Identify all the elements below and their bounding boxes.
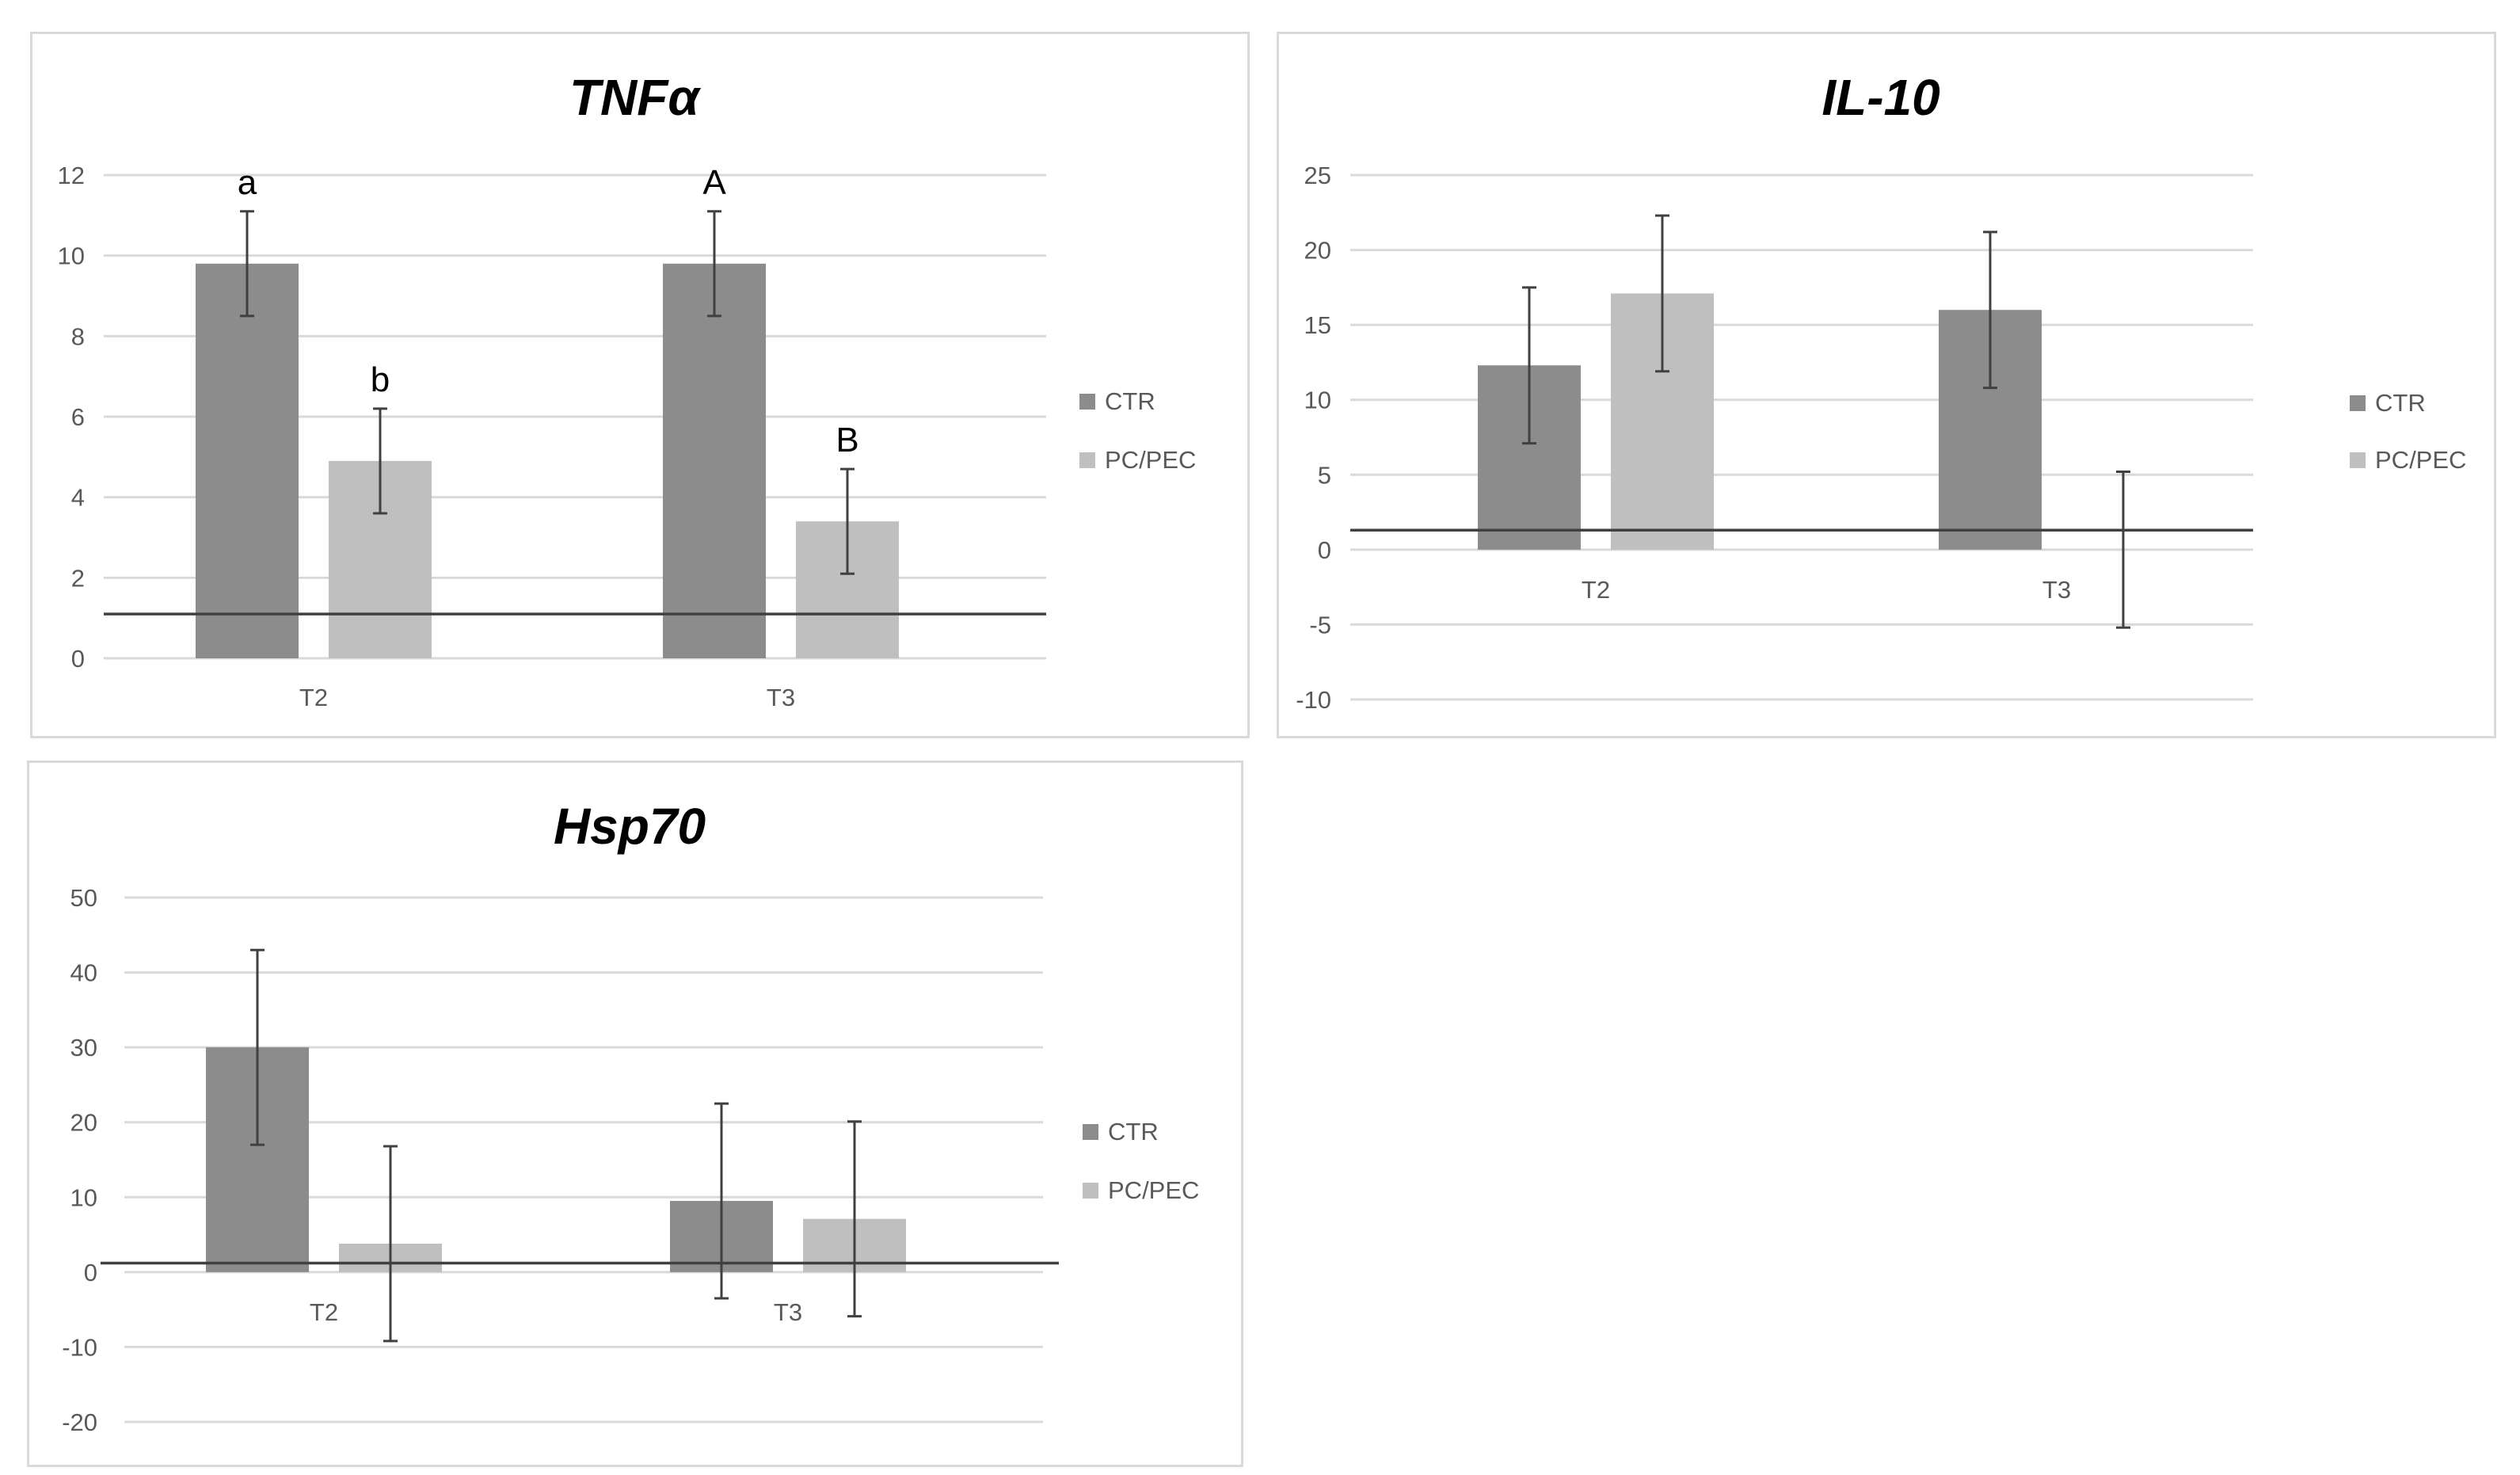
y-tick-label: 10 [70, 1183, 97, 1211]
chart-tnf-alpha: TNFα 0 2 4 6 8 10 12 a b A B T2 T3 CTR PC/PEC [30, 32, 1250, 738]
y-tick-label: 20 [1304, 237, 1331, 265]
significance-letter: a [238, 163, 257, 202]
legend-label: PC/PEC [1108, 1176, 1199, 1204]
y-tick-label: 10 [1304, 387, 1331, 414]
chart-il-10: IL-10 -10 -5 0 5 10 15 20 25 T2 T3 CTR PC/PEC [1277, 32, 2496, 738]
y-tick-label: 25 [1304, 162, 1331, 189]
chart-hsp70-plot: Hsp70 -20 -10 0 10 20 30 40 50 T2 T3 CTR PC/PEC [62, 798, 1199, 1436]
y-tick-label: 5 [1318, 461, 1331, 489]
y-tick-label: 0 [71, 645, 85, 673]
legend-label: CTR [2375, 389, 2426, 417]
significance-letter: B [836, 421, 858, 459]
y-tick-label: 15 [1304, 311, 1331, 339]
y-tick-label: -5 [1309, 611, 1331, 638]
y-tick-label: 0 [84, 1259, 97, 1286]
y-tick-label: 2 [71, 564, 85, 592]
x-category-label: T3 [2042, 576, 2071, 604]
chart-hsp70: Hsp70 -20 -10 0 10 20 30 40 50 T2 T3 CTR PC/PEC [27, 760, 1243, 1467]
y-tick-label: 50 [70, 884, 97, 912]
legend-swatch [1079, 394, 1095, 410]
chart-title: TNFα [569, 69, 701, 126]
y-tick-label: 4 [71, 484, 85, 512]
legend-label: CTR [1105, 387, 1155, 415]
chart-il-10-plot: IL-10 -10 -5 0 5 10 15 20 25 T2 T3 CTR PC/PEC [1296, 69, 2466, 714]
significance-letter: A [702, 163, 726, 202]
significance-letter: b [371, 360, 390, 399]
chart-title: Hsp70 [554, 798, 706, 855]
y-tick-label: 0 [1318, 536, 1331, 564]
legend-label: PC/PEC [2375, 446, 2466, 474]
y-tick-label: 8 [71, 322, 85, 350]
y-tick-label: 10 [58, 242, 85, 270]
y-tick-label: 12 [58, 162, 85, 189]
x-category-label: T3 [774, 1298, 802, 1326]
y-tick-label: 30 [70, 1034, 97, 1061]
chart-tnf-alpha-plot: TNFα 0 2 4 6 8 10 12 a b A B T2 T3 CTR PC/PEC [58, 69, 1197, 711]
legend-swatch [2350, 452, 2366, 468]
legend-swatch [2350, 395, 2366, 411]
x-category-label: T2 [310, 1298, 338, 1326]
y-tick-label: 40 [70, 959, 97, 987]
bar-ctr-t2 [196, 263, 299, 658]
legend-label: CTR [1108, 1118, 1159, 1145]
chart-title: IL-10 [1821, 69, 1939, 126]
y-tick-label: 6 [71, 403, 85, 431]
x-category-label: T3 [767, 684, 795, 711]
bar-ctr-t3 [663, 263, 766, 658]
legend-swatch [1083, 1183, 1098, 1199]
legend-label: PC/PEC [1105, 446, 1196, 474]
y-tick-label: -10 [1296, 686, 1331, 714]
y-tick-label: 20 [70, 1109, 97, 1137]
legend-swatch [1083, 1124, 1098, 1140]
legend-swatch [1079, 452, 1095, 468]
y-tick-label: -10 [62, 1333, 97, 1361]
x-category-label: T2 [299, 684, 328, 711]
y-tick-label: -20 [62, 1408, 97, 1436]
x-category-label: T2 [1582, 576, 1610, 604]
